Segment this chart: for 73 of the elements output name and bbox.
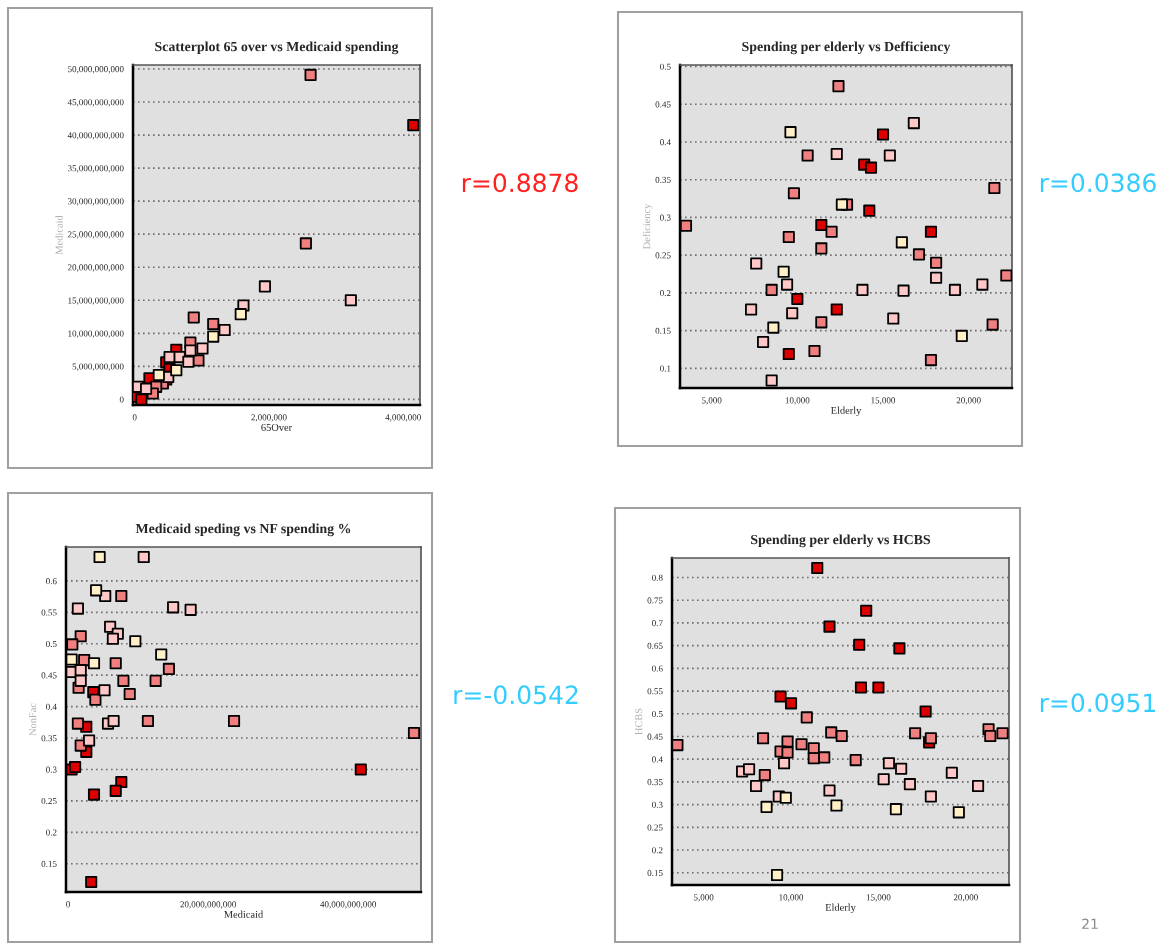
- x-tick-label: 20,000,000,000: [180, 901, 237, 909]
- text: 21: [1082, 918, 1098, 929]
- chart-title: Spending per elderly vs HCBS: [751, 534, 931, 548]
- y-tick-label: 0.6: [652, 665, 663, 672]
- y-tick-label: 0.1: [660, 365, 671, 372]
- y-tick-label: 35,000,000,000: [67, 165, 124, 173]
- y-tick-label: 0.45: [655, 101, 671, 108]
- x-tick-label: 5,000: [702, 397, 722, 405]
- y-tick-label: 0.5: [652, 710, 663, 718]
- y-tick-label: 5,000,000,000: [72, 363, 124, 371]
- y-tick-label: 0.15: [41, 860, 57, 867]
- y-tick-label: 0.2: [660, 290, 671, 297]
- y-tick-label: 0.65: [647, 642, 663, 649]
- y-tick-label: 0.15: [655, 327, 671, 334]
- y-tick-label: 0.5: [46, 640, 57, 648]
- y-tick-label: 0.35: [41, 735, 57, 742]
- y-tick-label: 15,000,000,000: [68, 297, 124, 305]
- x-tick-label: 0: [132, 414, 137, 421]
- text: r=0.0386: [1040, 173, 1156, 193]
- y-tick-label: 0.35: [655, 176, 671, 183]
- y-tick-label: 40,000,000,000: [67, 132, 124, 140]
- y-tick-label: 0.8: [652, 574, 663, 581]
- y-tick-label: 25,000,000,000: [67, 231, 124, 239]
- y-axis-title: NonFac: [29, 703, 37, 736]
- y-axis-title: Medicaid: [55, 215, 63, 255]
- y-tick-label: 0.4: [660, 139, 671, 146]
- y-tick-label: 0.15: [647, 869, 663, 876]
- y-tick-label: 0.25: [647, 824, 663, 831]
- x-tick-label: 10,000: [779, 894, 804, 902]
- y-axis-title: Deficiency: [642, 203, 653, 250]
- y-tick-label: 0.55: [647, 688, 663, 695]
- y-axis-title: HCBS: [635, 708, 643, 735]
- x-tick-label: 15,000: [871, 397, 896, 405]
- y-tick-label: 0.75: [647, 597, 663, 604]
- y-tick-label: 20,000,000,000: [67, 264, 124, 272]
- x-tick-label: 20,000: [956, 397, 981, 405]
- x-tick-label: 5,000: [694, 894, 714, 902]
- y-tick-label: 0.3: [652, 801, 663, 808]
- x-axis-title: Elderly: [825, 903, 856, 914]
- y-tick-label: 0.25: [41, 798, 57, 805]
- text: r=-0.0542: [454, 685, 578, 705]
- y-tick-label: 10,000,000,000: [68, 330, 124, 338]
- chart-title: Spending per elderly vs Defficiency: [742, 41, 951, 55]
- y-tick-label: 0.6: [46, 578, 57, 585]
- y-tick-label: 0.7: [652, 620, 663, 627]
- x-axis-title: 65Over: [261, 423, 293, 431]
- y-tick-label: 0.4: [652, 756, 663, 763]
- x-axis-title: Elderly: [830, 406, 862, 417]
- text: r=0.8878: [462, 173, 578, 193]
- y-tick-label: 0.45: [41, 672, 57, 679]
- y-tick-label: 0.45: [647, 733, 663, 740]
- y-tick-label: 45,000,000,000: [67, 99, 124, 107]
- y-tick-label: 0.4: [46, 703, 57, 710]
- x-tick-label: 40,000,000,000: [320, 901, 377, 909]
- y-tick-label: 0.55: [41, 609, 57, 616]
- y-tick-label: 30,000,000,000: [67, 198, 124, 206]
- text: r=0.0951: [1040, 693, 1156, 713]
- y-tick-label: 0.5: [660, 63, 671, 70]
- x-tick-label: 2,000,000: [251, 414, 287, 422]
- x-tick-label: 10,000: [785, 397, 810, 405]
- x-axis-title: Medicaid: [224, 910, 264, 918]
- y-tick-label: 0.35: [647, 779, 663, 786]
- y-tick-label: 0.25: [655, 252, 671, 259]
- x-tick-label: 20,000: [953, 894, 978, 902]
- y-tick-label: 50,000,000,000: [68, 66, 124, 74]
- chart-title: Scatterplot 65 over vs Medicaid spending: [155, 41, 399, 55]
- x-tick-label: 15,000: [866, 894, 891, 902]
- x-tick-label: 4,000,000: [385, 414, 421, 422]
- y-tick-label: 0.3: [46, 766, 57, 773]
- y-tick-label: 0.2: [652, 847, 663, 854]
- y-tick-label: 0.2: [46, 829, 57, 836]
- y-tick-label: 0.3: [660, 214, 671, 221]
- chart-title: Medicaid speding vs NF spending %: [135, 523, 351, 537]
